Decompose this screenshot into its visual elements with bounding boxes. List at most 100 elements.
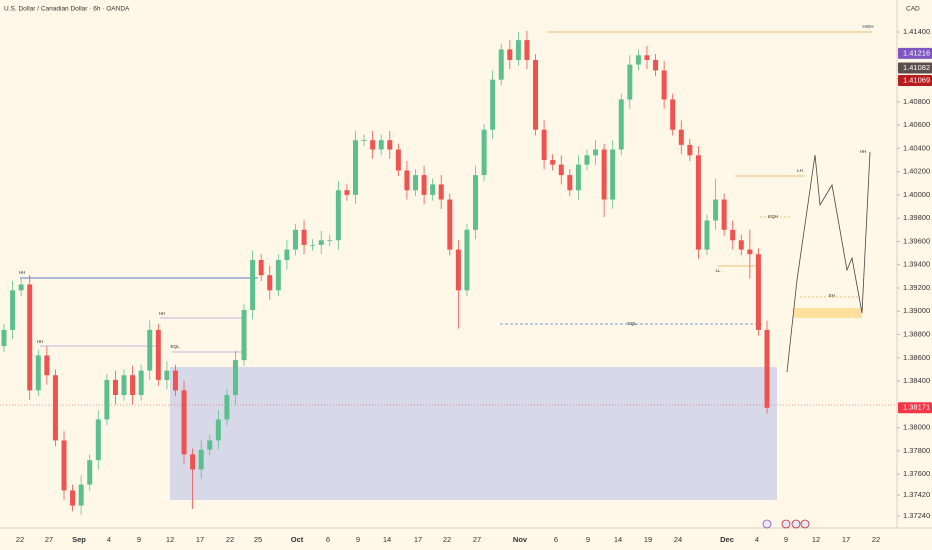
candle-body <box>567 175 573 191</box>
x-tick-label: 25 <box>254 535 262 544</box>
candle-body <box>644 55 650 60</box>
y-tick-label: 1.37240 <box>903 511 930 520</box>
y-tick-label: 1.39200 <box>903 283 930 292</box>
x-tick-label: 17 <box>196 535 204 544</box>
candle-body <box>335 190 341 241</box>
candle-body <box>361 140 367 142</box>
candle-body <box>575 164 581 191</box>
x-tick-label: Sep <box>72 535 86 544</box>
candle-body <box>70 490 76 506</box>
x-tick-label: 22 <box>16 535 24 544</box>
candle-body <box>44 355 50 376</box>
annotation: HH <box>19 270 26 275</box>
x-tick-label: 14 <box>614 535 622 544</box>
candle-body <box>661 70 667 100</box>
candle-body <box>438 184 444 200</box>
x-tick-label: 12 <box>812 535 820 544</box>
candle-body <box>198 449 204 470</box>
candle-body <box>635 55 641 65</box>
y-tick-label: 1.38800 <box>903 329 930 338</box>
price-tag <box>898 75 932 87</box>
x-tick-label: 12 <box>166 535 174 544</box>
candle-body <box>627 64 633 100</box>
candle-body <box>241 310 247 361</box>
candle-body <box>464 229 470 291</box>
y-tick-label: 1.37800 <box>903 446 930 455</box>
y-tick-label: 1.38000 <box>903 423 930 432</box>
candle-body <box>344 190 350 195</box>
annotation: HH <box>37 339 44 344</box>
candle-body <box>713 199 719 221</box>
event-icon[interactable] <box>781 519 791 529</box>
annotation: LL <box>715 268 721 273</box>
candle-body <box>87 460 93 485</box>
candle-body <box>207 440 213 450</box>
candle-body <box>301 229 307 245</box>
candle-body <box>1 329 7 347</box>
y-tick-label: 1.39800 <box>903 213 930 222</box>
candle-body <box>52 375 58 441</box>
candle-body <box>490 79 496 130</box>
x-tick-label: 9 <box>137 535 141 544</box>
candle-body <box>327 240 333 242</box>
candle-body <box>738 240 744 250</box>
candle-body <box>764 329 770 408</box>
candle-body <box>61 440 67 491</box>
candle-body <box>695 155 701 250</box>
candle-body <box>430 184 436 195</box>
candle-body <box>267 275 273 291</box>
y-tick-label: 1.39000 <box>903 306 930 315</box>
candle-body <box>104 379 110 420</box>
candle-body <box>447 199 453 250</box>
price-tag-label: 1.41069 <box>903 75 930 84</box>
candle-body <box>318 240 324 245</box>
x-tick-label: 22 <box>443 535 451 544</box>
candle-body <box>370 140 376 150</box>
x-tick-label: 22 <box>226 535 234 544</box>
event-icon[interactable] <box>762 519 772 529</box>
x-tick-label: 17 <box>842 535 850 544</box>
candle-body <box>147 329 153 371</box>
y-tick-label: 1.40800 <box>903 97 930 106</box>
x-tick-label: 19 <box>644 535 652 544</box>
annotation: EQL <box>170 344 180 349</box>
y-tick-label: 1.38600 <box>903 353 930 362</box>
candle-body <box>35 355 41 391</box>
candle-body <box>138 370 144 396</box>
x-tick-label: 9 <box>356 535 360 544</box>
annotation: LH <box>797 168 803 173</box>
candle-body <box>18 284 24 291</box>
x-tick-label: 4 <box>107 535 111 544</box>
candle-body <box>550 159 556 165</box>
annotation: EQL <box>627 321 637 326</box>
y-tick-label: 1.37420 <box>903 490 930 499</box>
y-tick-label: 1.41400 <box>903 27 930 36</box>
annotation: HH <box>159 311 166 316</box>
annotation: HIGH <box>862 24 873 29</box>
candle-body <box>755 254 761 330</box>
event-icon[interactable] <box>800 519 810 529</box>
y-tick-label: 1.39400 <box>903 260 930 269</box>
candle-body <box>507 49 513 60</box>
candle-body <box>721 199 727 230</box>
y-tick-label: 1.40000 <box>903 190 930 199</box>
candle-body <box>558 164 564 176</box>
x-tick-label: Nov <box>513 535 528 544</box>
candle-body <box>224 395 230 420</box>
candle-body <box>421 175 427 195</box>
x-tick-label: 22 <box>872 535 880 544</box>
candle-body <box>533 59 539 130</box>
candle-body <box>284 249 290 261</box>
y-tick-label: 1.38400 <box>903 376 930 385</box>
candle-body <box>515 40 521 60</box>
candle-body <box>601 149 607 200</box>
currency-label: CAD <box>906 6 920 13</box>
candle-body <box>172 370 178 391</box>
price-tag-label: 1.41216 <box>903 48 930 57</box>
event-icon[interactable] <box>791 519 801 529</box>
x-tick-label: Dec <box>720 535 734 544</box>
candle-body <box>541 129 547 160</box>
price-tag-label: 1.41082 <box>903 63 930 72</box>
price-tag <box>898 47 932 59</box>
